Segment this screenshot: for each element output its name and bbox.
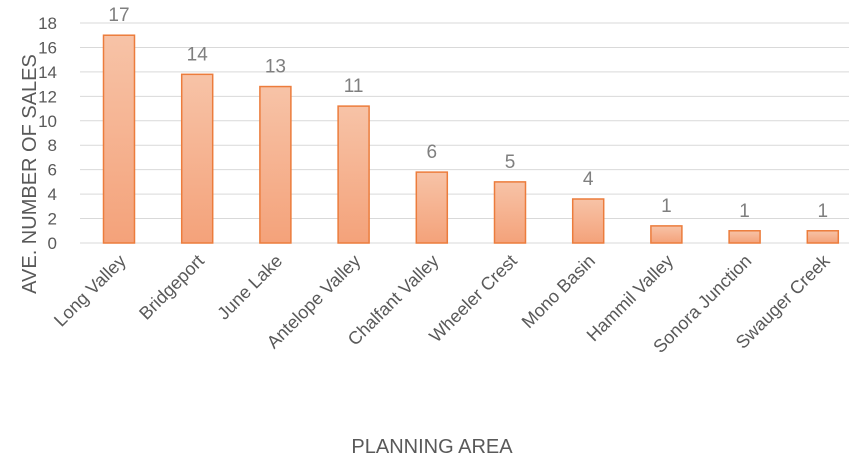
data-label: 1 [818,201,829,222]
y-tick-label: 10 [38,112,57,131]
bar-wheeler-crest [493,181,527,244]
bar-bridgeport [180,73,214,244]
data-label: 1 [739,201,750,222]
category-label: Mono Basin [518,251,599,332]
data-label: 11 [344,76,364,97]
data-label: 17 [108,5,129,26]
y-tick-label: 12 [38,87,57,106]
y-axis-ticks: 0 2 4 6 8 10 12 14 16 18 [38,14,57,253]
x-axis-title: PLANNING AREA [351,436,513,458]
data-label: 6 [427,142,438,163]
category-label: June Lake [213,251,286,324]
bar-long-valley [102,34,136,244]
bar-chalfant-valley [415,171,449,244]
category-label: Bridgeport [135,251,208,324]
data-label: 4 [583,169,594,190]
bar-antelope-valley [337,105,370,244]
y-tick-label: 0 [48,234,57,253]
data-label: 5 [505,152,516,173]
category-label: Long Valley [50,251,130,331]
y-tick-label: 14 [38,63,57,82]
bar-june-lake [259,85,292,244]
bars [102,34,840,244]
data-label: 1 [661,196,672,217]
y-tick-label: 6 [48,161,57,180]
y-tick-label: 16 [38,38,57,57]
y-axis-title: AVE. NUMBER OF SALES [19,54,41,294]
bar-sonora-junction [728,230,761,244]
y-tick-label: 2 [48,210,57,229]
bar-hammil-valley [650,225,683,244]
data-label: 13 [265,57,286,78]
bar-mono-basin [571,198,605,244]
data-label: 14 [187,44,209,65]
y-tick-label: 8 [48,136,57,155]
y-tick-label: 18 [38,14,57,33]
y-tick-label: 4 [48,185,57,204]
bar-swauger-creek [806,230,840,244]
